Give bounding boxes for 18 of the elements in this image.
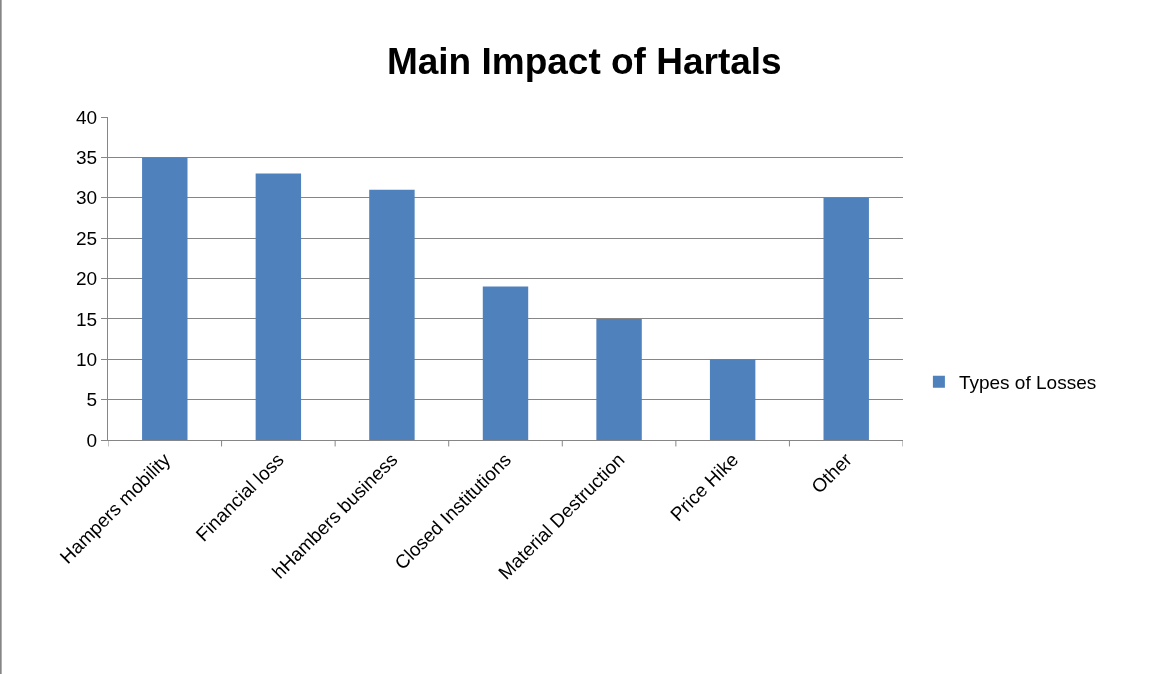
y-tick-label: 20 bbox=[76, 268, 98, 290]
y-tick-label: 40 bbox=[76, 106, 98, 128]
y-tick-label: 25 bbox=[76, 227, 98, 249]
y-tick-label: 10 bbox=[76, 348, 98, 370]
bar bbox=[596, 318, 642, 440]
bar bbox=[482, 286, 529, 440]
bar bbox=[255, 173, 302, 440]
y-tick-label: 0 bbox=[86, 429, 98, 451]
bar bbox=[142, 157, 188, 440]
y-tick-label: 30 bbox=[76, 187, 98, 209]
bar bbox=[709, 359, 756, 440]
y-tick-label: 35 bbox=[76, 147, 98, 169]
chart-title: Main Impact of Hartals bbox=[386, 40, 782, 82]
y-tick-label: 15 bbox=[76, 308, 98, 330]
legend-label: Types of Losses bbox=[958, 372, 1097, 394]
bar bbox=[823, 197, 869, 440]
bar bbox=[369, 189, 415, 440]
y-tick-label: 5 bbox=[86, 389, 98, 411]
